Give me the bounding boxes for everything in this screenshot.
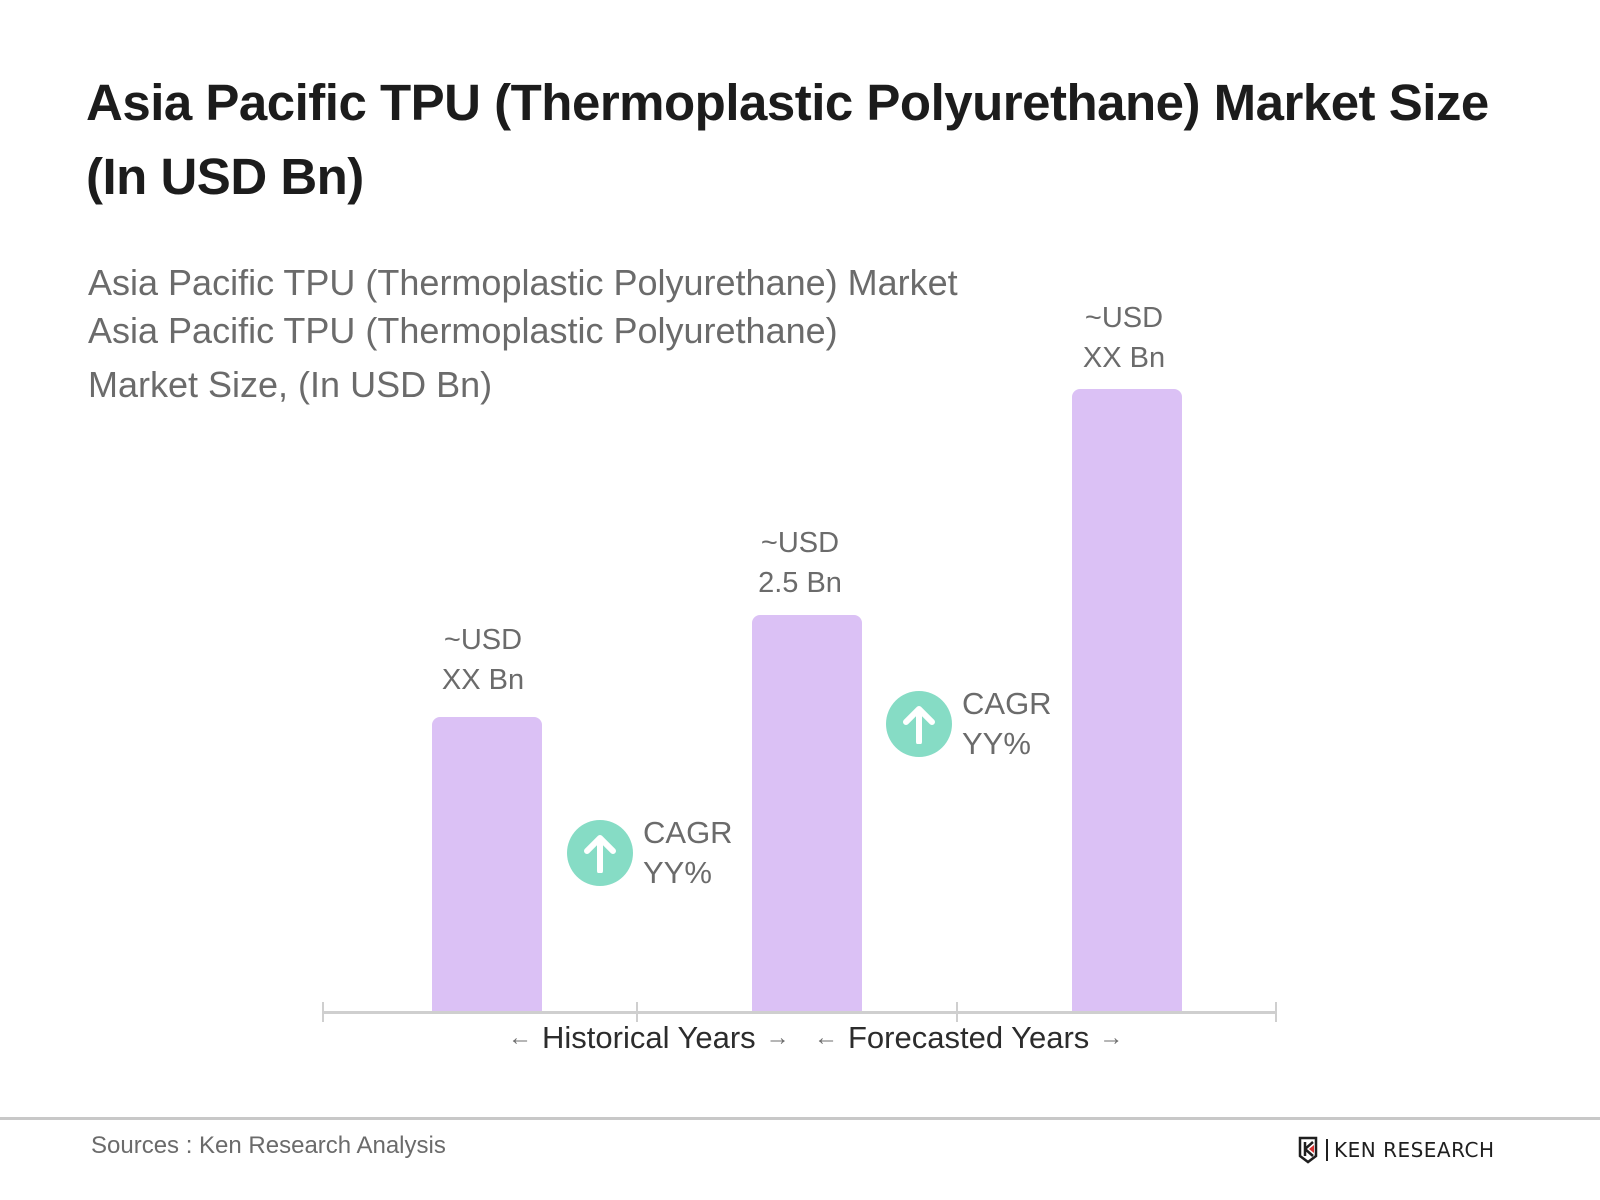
bar-2-value-label: ~USD 2.5 Bn [720,523,880,603]
bar-1-label-value: XX Bn [441,664,525,696]
bar-3-value-label: ~USD XX Bn [1044,298,1204,378]
source-note: Sources : Ken Research Analysis [91,1132,446,1159]
bar-2-label-value: 2.5 Bn [758,567,842,599]
forecasted-years-label: ← Forecasted Years → [804,1020,1133,1056]
x-axis-tick [636,1002,638,1022]
x-axis-tick [956,1002,958,1022]
cagr-forecast: CAGR YY% [886,684,1052,764]
x-axis-tick [1275,1002,1277,1022]
cagr-historical: CAGR YY% [567,813,733,893]
bar-3-label-value: XX Bn [1082,342,1166,374]
subtitle-line-3: Market Size, (In USD Bn) [88,364,493,405]
cagr-label: CAGR [962,686,1052,721]
logo-text: KEN RESEARCH [1334,1138,1495,1162]
historical-years-label: ← Historical Years → [498,1020,800,1056]
x-axis-labels: ← Historical Years → ← Forecasted Years … [0,1020,1600,1070]
arrow-left-icon: ← [814,1024,838,1051]
x-axis-line [323,1011,1277,1014]
ken-research-logo: KEN RESEARCH [1298,1136,1495,1164]
bar-3-label-currency: ~USD [1084,302,1164,334]
cagr-label: CAGR [643,815,733,850]
cagr-forecast-text: CAGR YY% [962,684,1052,764]
arrow-right-icon: → [765,1024,790,1051]
bar-1-value-label: ~USD XX Bn [403,620,563,700]
bar-forecast [1072,389,1182,1013]
x-axis-tick [322,1002,324,1022]
chart-title: Asia Pacific TPU (Thermoplastic Polyuret… [86,74,1489,205]
bar-current [752,615,862,1013]
arrow-right-icon: → [1099,1024,1124,1051]
arrow-up-icon [567,820,633,886]
logo-divider [1326,1139,1328,1161]
cagr-value: YY% [643,855,712,890]
arrow-up-icon [886,691,952,757]
bar-2-label-currency: ~USD [760,527,840,559]
bar-1-label-currency: ~USD [443,624,523,656]
forecasted-years-text: Forecasted Years [848,1020,1090,1055]
ken-logo-icon [1298,1136,1318,1164]
arrow-left-icon: ← [508,1024,532,1051]
bar-historical [432,717,542,1013]
cagr-value: YY% [962,726,1031,761]
subtitle-line-1: Asia Pacific TPU (Thermoplastic Polyuret… [88,262,958,303]
subtitle-line-2: Asia Pacific TPU (Thermoplastic Polyuret… [88,310,838,351]
cagr-historical-text: CAGR YY% [643,813,733,893]
chart-subtitle: Asia Pacific TPU (Thermoplastic Polyuret… [88,258,1048,410]
footer-divider [0,1117,1600,1120]
historical-years-text: Historical Years [542,1020,756,1055]
